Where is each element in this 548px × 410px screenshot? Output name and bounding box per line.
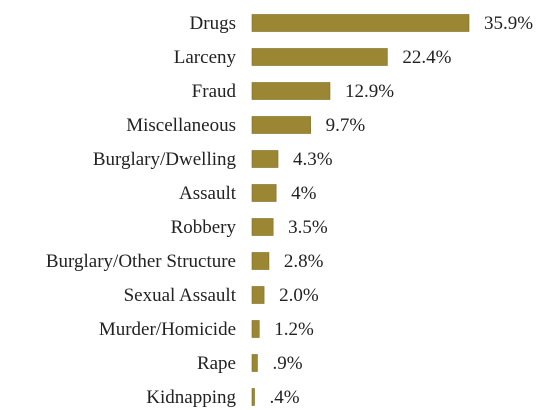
bar-burglary-other-structure — [251, 252, 270, 270]
category-label: Sexual Assault — [124, 285, 237, 306]
value-label: 1.2% — [274, 319, 314, 340]
bar-sexual-assault — [251, 286, 265, 304]
bar-drugs — [251, 14, 470, 32]
bar-rape — [251, 354, 258, 372]
value-label: 4% — [291, 183, 317, 204]
category-label: Fraud — [192, 81, 237, 102]
bar-miscellaneous — [251, 116, 311, 134]
bar-assault — [251, 184, 277, 202]
bar-fraud — [251, 82, 331, 100]
value-label: .9% — [272, 353, 302, 374]
bar-murder-homicide — [251, 320, 260, 338]
category-label: Miscellaneous — [126, 115, 236, 136]
value-label: 22.4% — [402, 47, 451, 68]
category-label: Kidnapping — [146, 387, 236, 408]
value-label: 2.8% — [284, 251, 324, 272]
value-label: 2.0% — [279, 285, 319, 306]
category-label: Burglary/Dwelling — [93, 149, 237, 170]
bar-burglary-dwelling — [251, 150, 279, 168]
category-label: Drugs — [190, 13, 236, 34]
value-label: 9.7% — [326, 115, 366, 136]
value-label: 4.3% — [293, 149, 333, 170]
category-label: Larceny — [174, 47, 237, 68]
category-label: Murder/Homicide — [99, 319, 236, 340]
bar-robbery — [251, 218, 274, 236]
value-label: .4% — [270, 387, 300, 408]
value-label: 35.9% — [484, 13, 533, 34]
value-label: 3.5% — [288, 217, 328, 238]
value-label: 12.9% — [345, 81, 394, 102]
category-label: Burglary/Other Structure — [46, 251, 236, 272]
bar-larceny — [251, 48, 388, 66]
bar-kidnapping — [251, 388, 255, 406]
category-label: Assault — [179, 183, 237, 204]
category-label: Robbery — [171, 217, 237, 238]
category-label: Rape — [197, 353, 236, 374]
